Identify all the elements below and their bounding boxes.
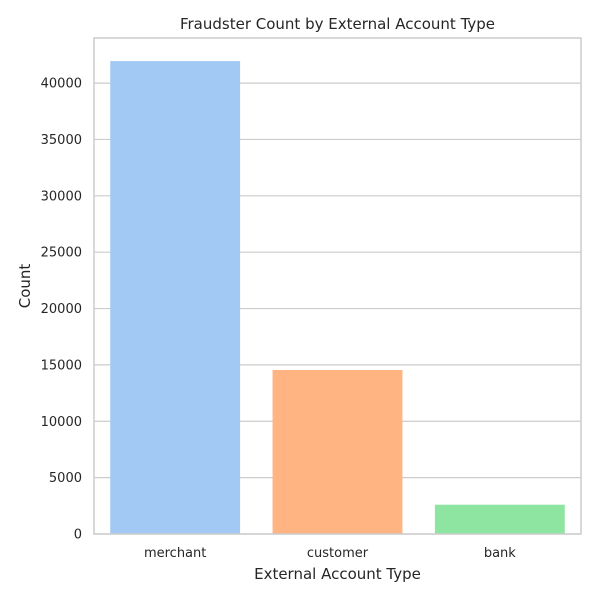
y-tick-labels: 0 5000 10000 15000 20000 25000 30000 35000 40000 <box>41 77 82 543</box>
chart-title: Fraudster Count by External Account Type <box>180 15 495 33</box>
bar-bank <box>434 504 565 534</box>
x-tick-labels: merchant customer bank <box>144 546 516 561</box>
y-tick-label: 10000 <box>41 415 82 430</box>
y-tick-label: 20000 <box>41 302 82 317</box>
x-tick-label-customer: customer <box>307 546 369 561</box>
bar-customer <box>272 369 403 534</box>
bar-merchant <box>110 61 241 534</box>
y-tick-label: 30000 <box>41 189 82 204</box>
x-axis-label: External Account Type <box>254 565 421 583</box>
plot-frame <box>93 37 582 535</box>
y-tick-label: 0 <box>74 528 82 543</box>
y-tick-label: 15000 <box>41 358 82 373</box>
bars <box>110 61 565 534</box>
y-tick-label: 35000 <box>41 133 82 148</box>
y-tick-label: 40000 <box>41 77 82 92</box>
x-tick-label-bank: bank <box>484 546 516 561</box>
y-tick-label: 5000 <box>49 471 82 486</box>
y-axis-label: Count <box>16 264 34 309</box>
y-tick-label: 25000 <box>41 246 82 261</box>
x-tick-label-merchant: merchant <box>144 546 206 561</box>
